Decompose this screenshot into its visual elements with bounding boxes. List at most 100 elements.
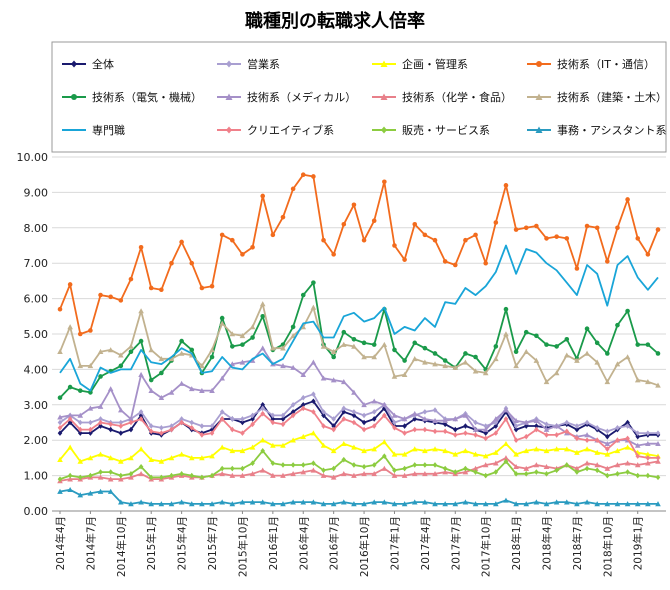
data-point <box>482 501 489 507</box>
series-事務・アシスタント系 <box>57 486 661 507</box>
data-point <box>503 331 509 337</box>
data-point <box>513 363 519 369</box>
data-point <box>574 501 580 507</box>
data-point <box>199 501 205 507</box>
data-point <box>230 416 235 422</box>
data-point <box>381 499 388 505</box>
data-point <box>199 387 205 393</box>
data-point <box>564 419 570 426</box>
data-point <box>422 448 428 454</box>
data-point <box>178 350 185 356</box>
data-point <box>209 354 215 360</box>
data-point <box>199 455 205 461</box>
legend-swatch-marker <box>226 60 232 68</box>
x-tick-label: 2016年1月 <box>267 516 280 570</box>
data-point <box>87 490 94 496</box>
data-point <box>310 467 317 473</box>
data-point <box>554 432 559 438</box>
data-point <box>240 465 245 472</box>
data-point <box>178 451 185 457</box>
data-point <box>594 449 600 455</box>
data-point <box>442 259 448 264</box>
y-tick-label: 2.00 <box>24 434 49 447</box>
data-point <box>260 405 266 412</box>
data-point <box>503 440 509 447</box>
y-tick-label: 0.00 <box>24 505 49 518</box>
data-point <box>321 237 326 243</box>
data-point <box>482 453 489 459</box>
data-point <box>331 252 336 257</box>
data-point <box>320 375 327 381</box>
data-point <box>169 426 174 433</box>
data-point <box>615 425 620 431</box>
data-point <box>138 308 144 314</box>
data-point <box>452 364 459 370</box>
legend-label: 販売・サービス系 <box>402 124 490 137</box>
data-point <box>442 363 448 369</box>
data-point <box>321 423 326 429</box>
data-point <box>615 437 620 443</box>
data-point <box>503 455 509 461</box>
data-point <box>554 467 559 474</box>
data-point <box>534 426 539 433</box>
data-point <box>615 322 620 328</box>
data-point <box>493 430 499 436</box>
data-point <box>199 363 205 369</box>
data-point <box>340 499 347 505</box>
data-point <box>77 426 83 433</box>
legend-entry: 技術系（化学・食品） <box>372 90 512 104</box>
data-point <box>98 416 103 422</box>
data-point <box>553 423 560 429</box>
data-point <box>270 419 276 426</box>
data-point <box>209 472 215 479</box>
data-point <box>300 394 306 401</box>
data-point <box>422 409 428 415</box>
legend-entry: 事務・アシスタント系 <box>527 123 667 137</box>
data-point <box>67 416 73 422</box>
x-tick-label: 2015年1月 <box>145 516 158 570</box>
data-point <box>645 451 651 457</box>
data-point <box>361 471 367 477</box>
data-point <box>625 423 630 429</box>
data-point <box>189 260 195 266</box>
data-point <box>209 423 215 429</box>
data-point <box>280 345 286 351</box>
data-point <box>462 412 469 418</box>
data-point <box>260 448 266 454</box>
data-point <box>178 499 185 505</box>
data-point <box>88 328 93 333</box>
data-point <box>199 474 205 481</box>
legend-entry: クリエイティブ系 <box>217 123 334 137</box>
data-point <box>331 426 336 433</box>
data-point <box>361 354 367 360</box>
data-point <box>341 456 347 463</box>
data-point <box>422 345 428 351</box>
data-point <box>249 324 256 330</box>
series-技術系（電気・機械） <box>57 280 661 401</box>
data-point <box>280 442 286 448</box>
data-point <box>340 341 347 347</box>
series-企画・管理系 <box>57 430 661 464</box>
data-point <box>219 232 225 238</box>
data-point <box>98 374 103 379</box>
legend-swatch-marker <box>535 93 543 100</box>
legend-swatch-marker <box>71 60 77 68</box>
data-point <box>432 428 438 435</box>
data-point <box>290 437 296 443</box>
data-point <box>209 430 215 436</box>
data-point <box>259 437 266 443</box>
data-point <box>250 416 255 422</box>
data-point <box>655 351 661 356</box>
data-point <box>67 472 73 479</box>
data-point <box>159 370 164 376</box>
data-point <box>584 223 590 229</box>
y-tick-label: 10.00 <box>17 151 49 164</box>
data-point <box>584 465 590 472</box>
data-point <box>472 465 479 471</box>
data-point <box>483 472 488 479</box>
data-point <box>553 446 560 452</box>
data-point <box>412 426 418 433</box>
data-point <box>209 426 215 433</box>
y-tick-label: 4.00 <box>24 363 49 376</box>
data-point <box>432 462 438 468</box>
